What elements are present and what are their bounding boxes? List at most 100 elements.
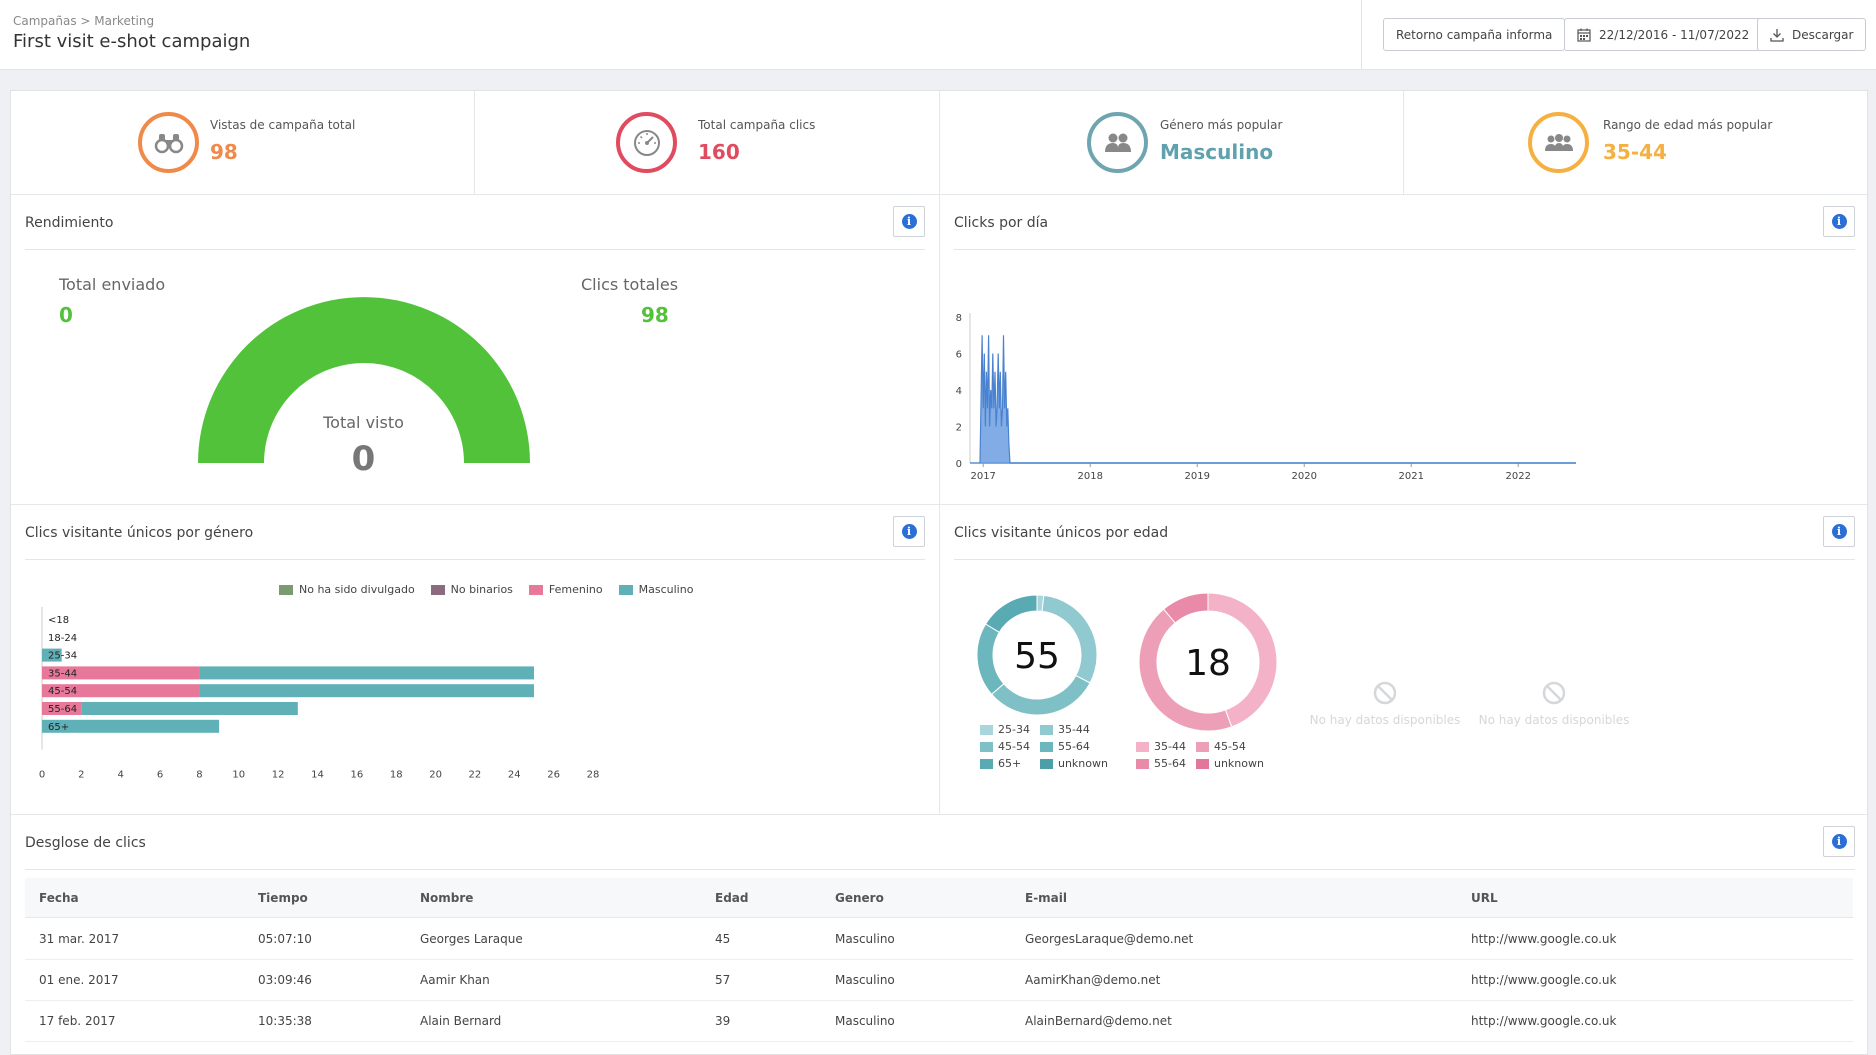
legend-item[interactable]: unknown — [1195, 757, 1264, 770]
legend-item[interactable]: 45-54 — [1195, 740, 1264, 753]
legend-item[interactable]: 35-44 — [1136, 740, 1186, 753]
x-tick-label: 2018 — [1077, 471, 1102, 482]
legend-item[interactable]: unknown — [1039, 757, 1108, 770]
column-header-time[interactable]: Tiempo — [258, 891, 308, 905]
cell-age: 39 — [715, 1014, 731, 1028]
performance-info-button[interactable]: i — [893, 206, 925, 237]
donut-slice — [984, 594, 1038, 633]
cell-age: 45 — [715, 932, 731, 946]
x-tick-label: 2021 — [1398, 471, 1423, 482]
legend-item[interactable]: 25-34 — [980, 723, 1030, 736]
users-icon — [1087, 112, 1148, 173]
x-tick-label: 0 — [39, 770, 45, 781]
x-tick-label: 2020 — [1291, 471, 1316, 482]
bar-segment — [42, 719, 220, 733]
campaign-report-button[interactable]: Retorno campaña informa — [1383, 18, 1566, 51]
cell-url[interactable]: http://www.google.co.uk — [1471, 932, 1617, 946]
column-header-gender[interactable]: Genero — [835, 891, 884, 905]
x-tick-label: 22 — [469, 770, 482, 781]
legend-swatch — [1195, 741, 1209, 752]
sent-value: 0 — [59, 303, 73, 327]
legend-item-male[interactable]: Masculino — [618, 583, 693, 596]
x-tick-label: 4 — [118, 770, 124, 781]
legend-item-nonbinary[interactable]: No binarios — [430, 583, 513, 596]
legend-label: 55-64 — [1057, 740, 1090, 753]
legend-label: 35-44 — [1057, 723, 1090, 736]
table-row[interactable]: 17 feb. 2017 10:35:38 Alain Bernard 39 M… — [25, 1001, 1853, 1042]
donut-slice — [976, 623, 1005, 695]
legend-swatch — [1039, 758, 1053, 769]
legend-swatch — [980, 758, 993, 769]
calendar-icon — [1577, 28, 1591, 42]
breadcrumb[interactable]: Campañas > Marketing — [13, 14, 155, 28]
legend-item-female[interactable]: Femenino — [528, 583, 603, 596]
bar-segment — [42, 666, 200, 680]
legend-label: unknown — [1213, 757, 1264, 770]
info-icon: i — [1831, 214, 1847, 229]
gender-clicks-info-button[interactable]: i — [893, 516, 925, 547]
cell-gender: Masculino — [835, 973, 895, 987]
cell-email: GeorgesLaraque@demo.net — [1025, 932, 1194, 946]
donut-center-label: 18 — [1185, 643, 1231, 684]
category-label: <18 — [48, 615, 69, 626]
legend-item[interactable]: 45-54 — [980, 740, 1030, 753]
cell-time: 05:07:10 — [258, 932, 312, 946]
table-row[interactable]: 01 ene. 2017 03:09:46 Aamir Khan 57 Masc… — [25, 960, 1853, 1001]
legend-label: unknown — [1057, 757, 1108, 770]
cell-age: 57 — [715, 973, 731, 987]
y-tick-label: 6 — [956, 350, 962, 361]
x-tick-label: 6 — [157, 770, 163, 781]
legend-item[interactable]: 55-64 — [1136, 757, 1186, 770]
download-label: Descargar — [1792, 27, 1854, 42]
top-bar: Campañas > Marketing First visit e-shot … — [0, 0, 1876, 70]
cell-url[interactable]: http://www.google.co.uk — [1471, 1014, 1617, 1028]
report-card: Vistas de campaña total 98 Total campaña… — [10, 90, 1869, 1055]
no-data-icon — [1542, 681, 1566, 705]
legend-item[interactable]: 65+ — [980, 757, 1030, 770]
no-data-message: No hay datos disponibles — [1309, 713, 1461, 727]
kpi-popular-age: Rango de edad más popular 35-44 — [1404, 91, 1869, 195]
column-header-url[interactable]: URL — [1471, 891, 1498, 905]
legend-label: Femenino — [548, 583, 603, 596]
y-tick-label: 4 — [956, 386, 962, 397]
column-header-date[interactable]: Fecha — [39, 891, 79, 905]
cell-date: 31 mar. 2017 — [39, 932, 120, 946]
clicks-per-day-info-button[interactable]: i — [1823, 206, 1855, 237]
info-icon: i — [1831, 834, 1847, 849]
x-tick-label: 10 — [232, 770, 245, 781]
column-header-name[interactable]: Nombre — [420, 891, 474, 905]
x-tick-label: 8 — [196, 770, 202, 781]
cell-time: 03:09:46 — [258, 973, 312, 987]
table-row[interactable]: 31 mar. 2017 05:07:10 Georges Laraque 45… — [25, 919, 1853, 960]
kpi-views-value: 98 — [210, 140, 238, 164]
download-button[interactable]: Descargar — [1757, 18, 1867, 51]
gender-legend: No ha sido divulgado No binarios Femenin… — [279, 583, 693, 596]
x-tick-label: 2017 — [970, 471, 995, 482]
date-range-button[interactable]: 22/12/2016 - 11/07/2022 — [1564, 18, 1763, 51]
clicks-line-chart: 0 2 4 6 8 2017 2018 2019 2020 2021 2022 — [956, 313, 1576, 482]
y-tick-label: 8 — [956, 313, 962, 324]
cell-url[interactable]: http://www.google.co.uk — [1471, 973, 1617, 987]
cell-email: AamirKhan@demo.net — [1025, 973, 1161, 987]
click-breakdown-info-button[interactable]: i — [1823, 826, 1855, 857]
gender-clicks-title: Clics visitante únicos por género — [25, 525, 254, 541]
age-clicks-info-button[interactable]: i — [1823, 516, 1855, 547]
kpi-campaign-views: Vistas de campaña total 98 — [11, 91, 475, 195]
legend-item[interactable]: 55-64 — [1039, 740, 1108, 753]
cell-time: 10:35:38 — [258, 1014, 312, 1028]
legend-label: No binarios — [450, 583, 513, 596]
legend-item-undisclosed[interactable]: No ha sido divulgado — [279, 583, 415, 596]
kpi-age-value: 35-44 — [1603, 140, 1667, 164]
column-header-email[interactable]: E-mail — [1025, 891, 1068, 905]
cell-email: AlainBernard@demo.net — [1025, 1014, 1172, 1028]
kpi-views-label: Vistas de campaña total — [210, 118, 356, 132]
category-label: 18-24 — [48, 633, 77, 644]
cell-name: Alain Bernard — [420, 1014, 502, 1028]
gender-clicks-panel: Clics visitante únicos por género i No h… — [11, 505, 940, 815]
cell-date: 17 feb. 2017 — [39, 1014, 116, 1028]
clicks-per-day-title: Clicks por día — [954, 215, 1049, 231]
legend-item[interactable]: 35-44 — [1039, 723, 1108, 736]
legend-label: 65+ — [998, 757, 1022, 770]
column-header-age[interactable]: Edad — [715, 891, 749, 905]
